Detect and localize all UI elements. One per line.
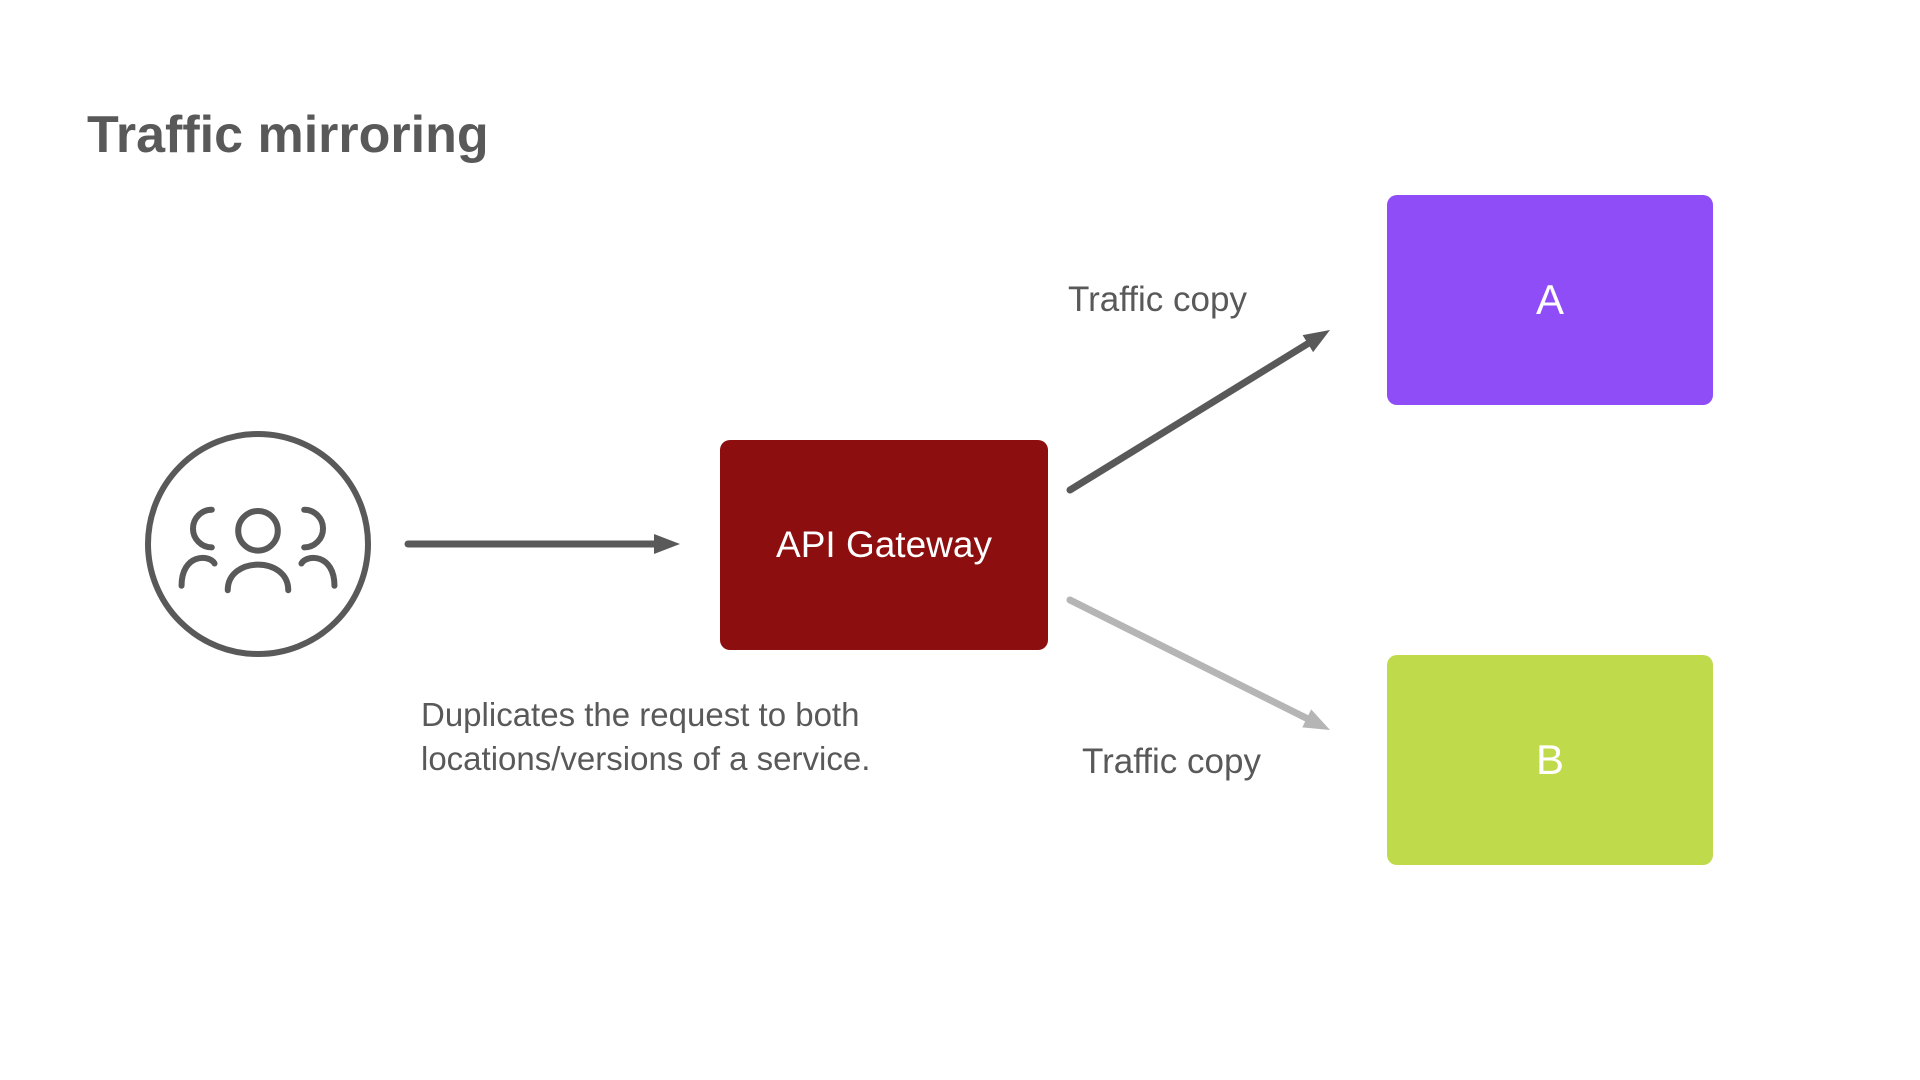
caption-line-1: Duplicates the request to both — [421, 696, 859, 734]
users-icon — [142, 428, 374, 665]
diagram-title: Traffic mirroring — [87, 105, 489, 165]
api-gateway-node: API Gateway — [720, 440, 1048, 650]
service-a-label: A — [1536, 276, 1564, 324]
caption-line-2: locations/versions of a service. — [421, 740, 870, 778]
traffic-copy-top-label: Traffic copy — [1068, 280, 1247, 320]
service-a-node: A — [1387, 195, 1713, 405]
service-b-node: B — [1387, 655, 1713, 865]
traffic-copy-bottom-label: Traffic copy — [1082, 742, 1261, 782]
api-gateway-label: API Gateway — [776, 524, 992, 566]
service-b-label: B — [1536, 736, 1564, 784]
